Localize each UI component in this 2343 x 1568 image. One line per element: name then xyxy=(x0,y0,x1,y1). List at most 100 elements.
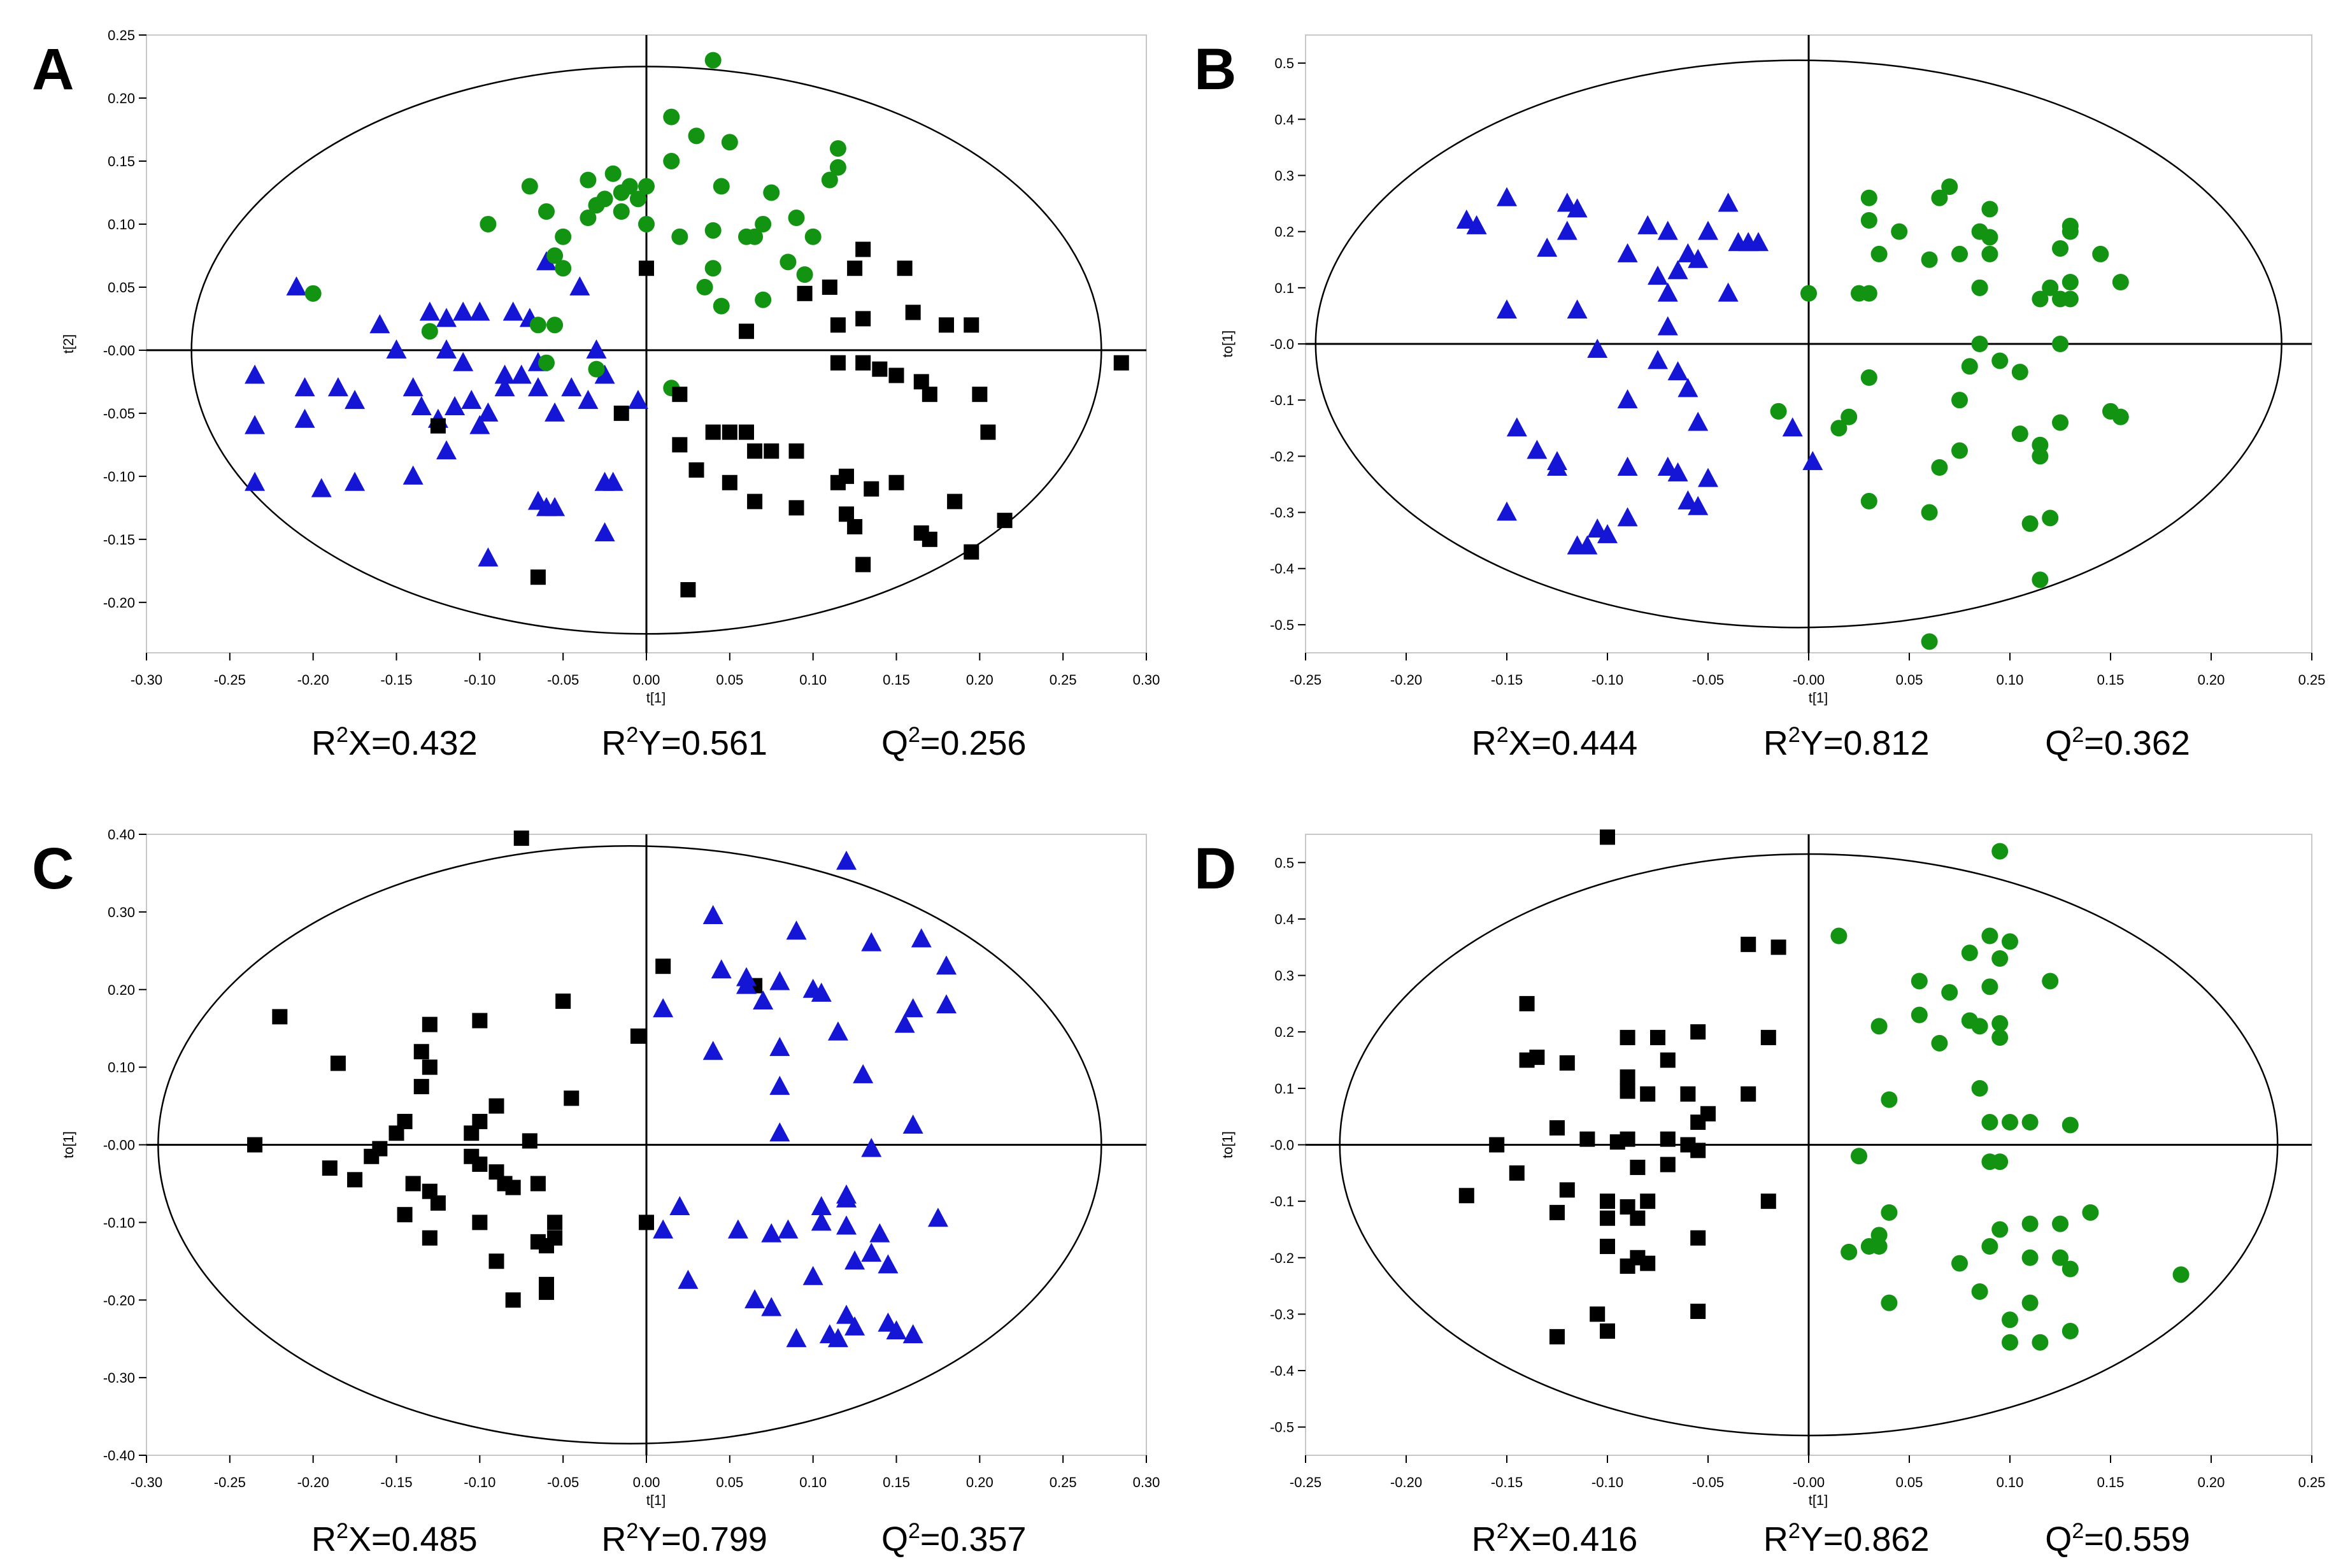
point-circle-d xyxy=(1991,843,2009,860)
y-tick-label-d: -0.5 xyxy=(1270,1420,1294,1436)
point-square-c xyxy=(488,1098,504,1114)
panel-letter-a: A xyxy=(32,37,74,102)
point-triangle-a xyxy=(586,339,607,359)
x-tick-label-a: -0.15 xyxy=(380,672,412,688)
point-triangle-b xyxy=(1547,457,1567,476)
point-triangle-b xyxy=(1567,535,1588,555)
x-tick-label-a: 0.25 xyxy=(1050,672,1077,688)
point-triangle-a xyxy=(469,415,490,434)
point-circle-a xyxy=(829,159,846,176)
point-square-a xyxy=(430,418,446,434)
point-square-d xyxy=(1770,939,1786,955)
stat-c-1: R2X=0.485 xyxy=(311,1519,478,1558)
point-triangle-c xyxy=(778,1219,799,1239)
point-square-d xyxy=(1600,1210,1615,1226)
point-square-c xyxy=(539,1285,554,1301)
point-square-c xyxy=(364,1148,380,1164)
point-triangle-a xyxy=(627,390,648,410)
y-tick-label-d: -0.0 xyxy=(1270,1137,1294,1153)
point-square-a xyxy=(939,317,954,333)
x-tick-label-c: 0.30 xyxy=(1133,1474,1160,1490)
point-square-c xyxy=(530,1176,546,1192)
y-tick-label-b: 0.4 xyxy=(1274,111,1294,127)
point-square-d xyxy=(1680,1086,1696,1102)
y-tick-label-a: -0.20 xyxy=(103,595,135,611)
point-triangle-c xyxy=(927,1208,948,1227)
point-triangle-b xyxy=(1556,220,1577,240)
stat-b-3: Q2=0.362 xyxy=(2045,723,2190,762)
point-circle-a xyxy=(763,184,780,201)
point-square-d xyxy=(1549,1204,1565,1220)
point-circle-d xyxy=(1931,1034,1948,1051)
point-triangle-c xyxy=(844,1250,865,1270)
x-tick-label-a: -0.30 xyxy=(131,672,162,688)
stat-b-2: R2Y=0.812 xyxy=(1763,723,1930,762)
x-tick-label-b: -0.05 xyxy=(1692,672,1724,688)
point-square-a xyxy=(613,405,629,421)
point-circle-b xyxy=(1931,459,1948,476)
point-circle-a xyxy=(671,228,688,245)
point-triangle-a xyxy=(478,547,499,567)
point-circle-b xyxy=(2021,515,2039,532)
point-triangle-c xyxy=(827,1328,848,1348)
point-triangle-a xyxy=(436,339,457,359)
point-square-d xyxy=(1690,1230,1706,1246)
point-circle-b xyxy=(1891,223,1908,240)
point-circle-d xyxy=(1981,1238,1998,1255)
point-triangle-a xyxy=(594,364,615,384)
point-square-a xyxy=(888,474,904,490)
point-circle-b xyxy=(2042,510,2059,527)
point-square-c xyxy=(247,1137,263,1153)
point-square-c xyxy=(405,1176,421,1192)
point-circle-b xyxy=(2032,290,2049,308)
point-circle-b xyxy=(1851,285,1867,302)
point-circle-b xyxy=(1870,245,1888,262)
point-circle-b xyxy=(2062,290,2079,308)
x-axis-label-a: t[1] xyxy=(646,690,666,706)
x-tick-label-c: 0.20 xyxy=(966,1474,993,1490)
point-triangle-c xyxy=(769,971,790,990)
y-tick-label-b: -0.0 xyxy=(1270,336,1294,352)
point-square-a xyxy=(905,304,921,320)
point-triangle-c xyxy=(769,1037,790,1057)
point-triangle-a xyxy=(369,314,390,334)
point-circle-d xyxy=(2172,1266,2190,1283)
point-square-a xyxy=(964,544,979,560)
y-tick-label-c: 0.40 xyxy=(108,827,135,843)
point-square-c xyxy=(464,1125,480,1141)
point-circle-a xyxy=(480,215,497,232)
point-triangle-a xyxy=(545,497,566,517)
point-circle-a xyxy=(796,266,813,283)
point-square-a xyxy=(688,462,704,478)
point-square-a xyxy=(680,582,696,598)
x-tick-label-d: -0.10 xyxy=(1592,1474,1623,1490)
point-triangle-c xyxy=(736,974,757,994)
point-triangle-b xyxy=(1698,220,1718,240)
point-square-d xyxy=(1630,1159,1646,1175)
point-triangle-a xyxy=(527,490,548,510)
point-square-d xyxy=(1640,1194,1656,1209)
point-circle-b xyxy=(2032,448,2049,465)
point-square-a xyxy=(864,481,880,497)
point-circle-b xyxy=(2052,414,2069,431)
point-circle-d xyxy=(2002,1311,2018,1329)
point-triangle-c xyxy=(911,928,932,948)
point-triangle-a xyxy=(345,390,366,410)
point-triangle-b xyxy=(1688,248,1709,268)
panel-letter-b: B xyxy=(1194,37,1236,102)
y-tick-label-a: 0.25 xyxy=(108,27,135,43)
point-square-c xyxy=(513,830,529,846)
point-triangle-a xyxy=(445,396,466,415)
point-circle-b xyxy=(1860,492,1877,510)
point-square-a xyxy=(1113,355,1129,371)
point-square-a xyxy=(672,437,688,453)
point-circle-d xyxy=(1981,1114,1998,1131)
point-triangle-a xyxy=(436,308,457,327)
point-circle-d xyxy=(1851,1148,1867,1165)
point-circle-a xyxy=(804,228,822,245)
point-circle-d xyxy=(1991,1029,2009,1046)
point-triangle-a xyxy=(402,465,424,485)
point-triangle-c xyxy=(786,920,807,940)
point-triangle-b xyxy=(1567,198,1588,218)
